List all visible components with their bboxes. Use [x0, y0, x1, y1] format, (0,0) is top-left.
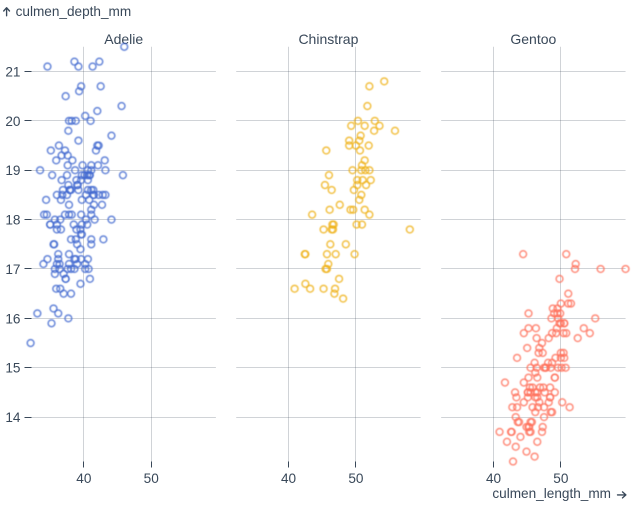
- svg-text:20: 20: [5, 114, 21, 129]
- svg-text:16: 16: [5, 311, 20, 326]
- svg-text:culmen_depth_mm: culmen_depth_mm: [16, 4, 132, 19]
- svg-text:18: 18: [5, 213, 20, 228]
- svg-text:Adelie: Adelie: [104, 31, 143, 47]
- svg-text:40: 40: [76, 471, 92, 486]
- svg-text:40: 40: [486, 471, 502, 486]
- svg-text:21: 21: [5, 64, 20, 79]
- svg-text:50: 50: [144, 471, 160, 486]
- svg-text:40: 40: [281, 471, 297, 486]
- svg-text:19: 19: [5, 163, 20, 178]
- svg-text:culmen_length_mm: culmen_length_mm: [492, 486, 611, 501]
- svg-text:Gentoo: Gentoo: [510, 31, 556, 47]
- svg-text:Chinstrap: Chinstrap: [298, 31, 358, 47]
- svg-text:14: 14: [5, 410, 21, 425]
- svg-text:15: 15: [5, 361, 20, 376]
- svg-text:50: 50: [553, 471, 569, 486]
- svg-text:50: 50: [348, 471, 364, 486]
- svg-text:17: 17: [5, 262, 20, 277]
